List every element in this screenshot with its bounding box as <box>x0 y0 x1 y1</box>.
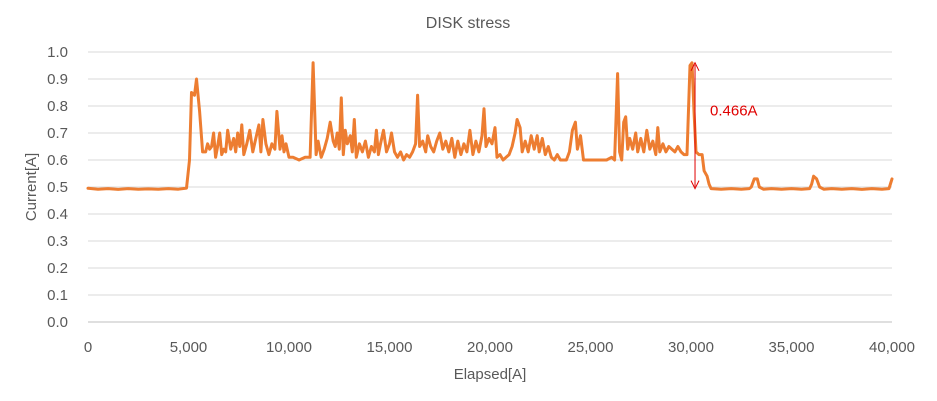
x-tick-label: 5,000 <box>170 339 208 356</box>
y-tick-label: 0.0 <box>47 314 68 331</box>
x-tick-label: 40,000 <box>869 339 915 356</box>
chart-title: DISK stress <box>426 15 510 32</box>
annotation-layer: 0.466A <box>690 61 758 190</box>
y-tick-label: 1.0 <box>47 44 68 61</box>
x-tick-label: 15,000 <box>367 339 413 356</box>
x-tick-label: 30,000 <box>668 339 714 356</box>
annotation-arrow-head-top <box>690 61 700 72</box>
x-tick-label: 10,000 <box>266 339 312 356</box>
x-tick-label: 0 <box>84 339 92 356</box>
series-line <box>86 61 894 191</box>
annotation-arrow-head-bottom <box>690 180 700 190</box>
y-tick-label: 0.6 <box>47 152 68 169</box>
y-tick-label: 0.4 <box>47 206 68 223</box>
annotation-label: 0.466A <box>710 102 758 119</box>
y-tick-label: 0.8 <box>47 98 68 115</box>
x-axis-title: Elapsed[A] <box>454 366 527 383</box>
series-layer <box>86 61 894 191</box>
y-tick-label: 0.2 <box>47 260 68 277</box>
x-tick-label: 25,000 <box>568 339 614 356</box>
y-tick-label: 0.3 <box>47 233 68 250</box>
y-tick-label: 0.5 <box>47 179 68 196</box>
x-tick-label: 35,000 <box>769 339 815 356</box>
y-tick-label: 0.1 <box>47 287 68 304</box>
y-axis-title: Current[A] <box>23 153 40 221</box>
y-tick-label: 0.9 <box>47 71 68 88</box>
gridlines <box>88 51 892 296</box>
y-tick-label: 0.7 <box>47 125 68 142</box>
x-tick-label: 20,000 <box>467 339 513 356</box>
axes: 0.0 0.1 0.2 0.3 0.4 0.5 0.6 0.7 0.8 0.9 1.0 0 5,000 1… <box>47 44 915 356</box>
